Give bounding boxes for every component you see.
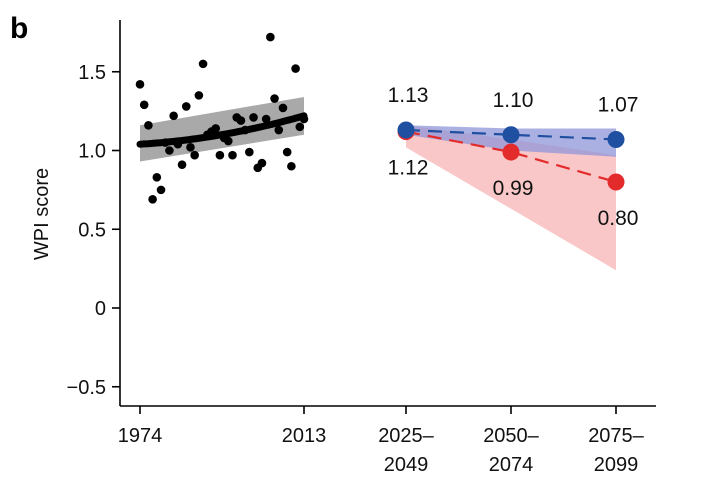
observed-point [266, 32, 275, 42]
observed-point [240, 125, 250, 135]
observed-point [169, 111, 178, 121]
x-tick-label: 2074 [489, 454, 534, 476]
observed-point [287, 161, 296, 171]
y-tick-label: 0 [95, 298, 106, 320]
y-tick-labels: −0.5 0 0.5 1.0 1.5 [67, 62, 106, 399]
observed-point [198, 59, 208, 69]
y-axis-title: WPI score [31, 168, 53, 260]
y-tick-label: 1.0 [78, 141, 106, 163]
observed-series [135, 32, 309, 204]
observed-point [194, 91, 204, 100]
observed-point [278, 103, 288, 113]
observed-point [160, 138, 170, 147]
projection-series [397, 121, 625, 191]
observed-point [224, 136, 233, 146]
y-tick-label: −0.5 [67, 377, 106, 399]
observed-point [274, 125, 284, 135]
observed-point [228, 150, 237, 160]
y-tick-label: 0.5 [78, 219, 106, 241]
observed-point [139, 100, 149, 110]
observed-point [249, 113, 258, 122]
observed-point [152, 172, 162, 182]
observed-point [236, 116, 246, 125]
observed-point [177, 160, 187, 169]
x-tick-label: 2050– [483, 425, 539, 447]
observed-point [135, 80, 145, 89]
blue-data-label: 1.07 [598, 93, 639, 116]
y-tick-label: 1.5 [78, 62, 106, 84]
observed-point [299, 114, 309, 124]
blue-projection-point [397, 121, 415, 139]
x-tick-labels: 1974 2013 2025– 2049 2050– 2074 2075– 2099 [118, 425, 645, 476]
blue-data-label: 1.13 [388, 84, 429, 107]
observed-point [144, 121, 153, 130]
observed-point [282, 147, 292, 157]
red-projection-point [607, 173, 625, 191]
observed-point [291, 64, 300, 73]
observed-point [257, 158, 267, 168]
x-tick-label: 2025– [378, 425, 434, 447]
observed-point [215, 150, 225, 160]
x-tick-label: 2075– [588, 425, 644, 447]
x-tick-label: 1974 [118, 425, 163, 447]
blue-projection-point [502, 126, 520, 144]
axes [119, 20, 656, 407]
red-data-label: 0.99 [493, 177, 534, 200]
observed-point [295, 122, 305, 132]
observed-point [245, 147, 254, 157]
x-tick-label: 2049 [384, 454, 429, 476]
data-labels: 1.13 1.10 1.07 1.12 0.99 0.80 [388, 84, 639, 230]
red-data-label: 1.12 [388, 157, 429, 180]
tick-marks [112, 70, 617, 414]
red-data-label: 0.80 [598, 207, 639, 230]
observed-point [261, 114, 271, 124]
observed-point [181, 102, 191, 111]
observed-point [270, 94, 279, 103]
observed-point [211, 124, 220, 133]
x-tick-label: 2013 [282, 425, 327, 447]
red-projection-point [502, 143, 520, 161]
observed-point [190, 150, 199, 160]
blue-data-label: 1.10 [493, 89, 534, 112]
x-tick-label: 2099 [594, 454, 639, 476]
panel-label: b [10, 12, 28, 45]
blue-projection-line [405, 128, 617, 141]
observed-point [173, 139, 183, 149]
observed-point [156, 185, 166, 195]
red-projection-band [406, 125, 616, 271]
blue-projection-point [607, 130, 625, 148]
observed-point [165, 146, 174, 155]
observed-point [186, 143, 195, 152]
observed-point [148, 195, 157, 204]
red-projection-line [405, 130, 617, 184]
